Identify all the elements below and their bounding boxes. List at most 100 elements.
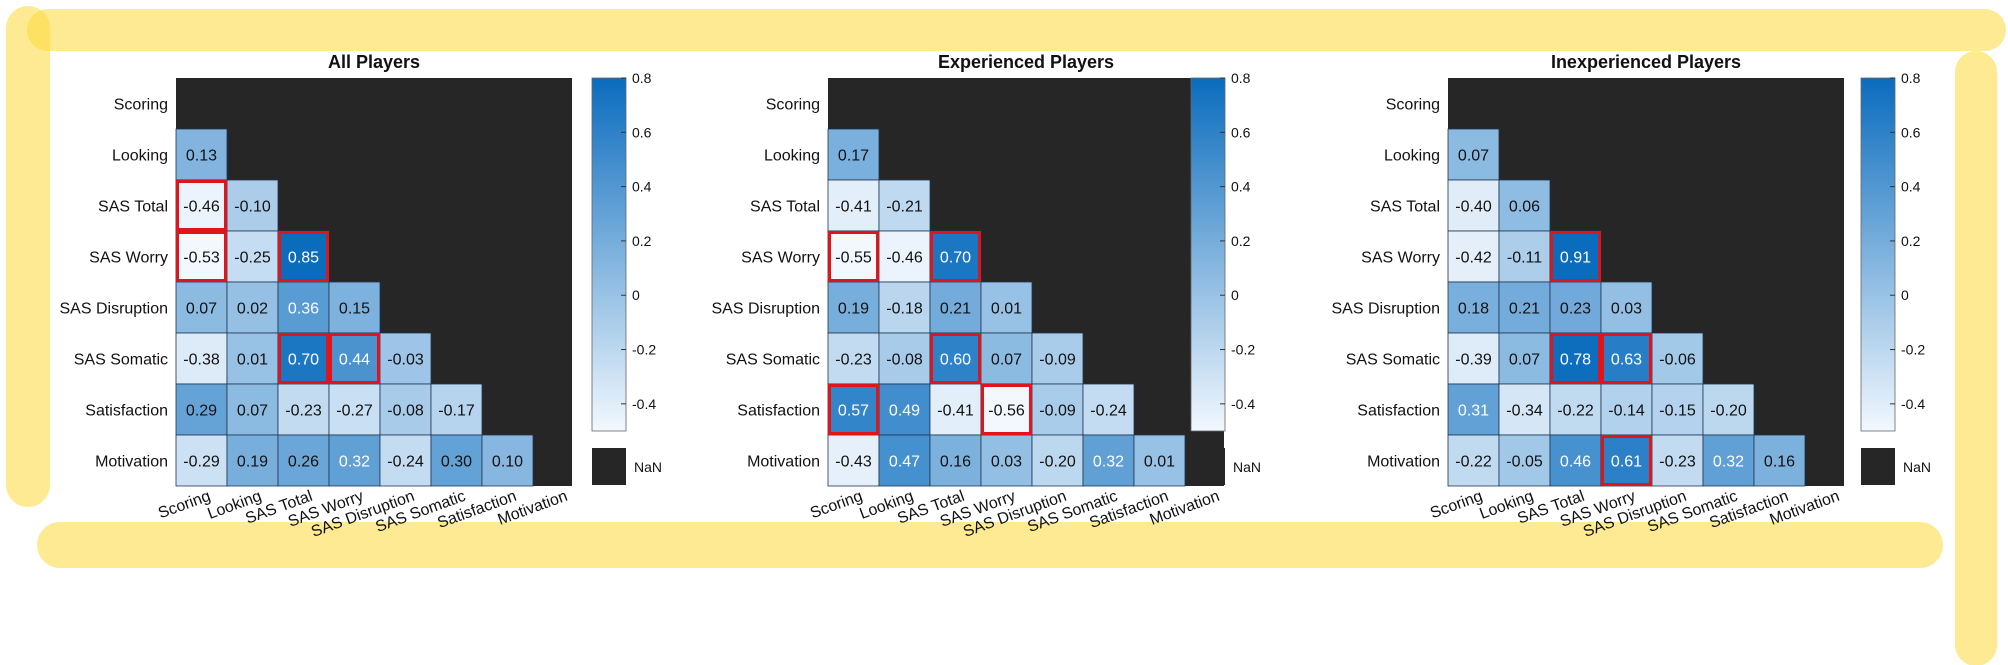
colorbar-tick-label: -0.2 [632, 342, 656, 358]
highlight-box [828, 231, 879, 282]
row-label: Satisfaction [85, 403, 168, 420]
cell-value: 0.01 [991, 301, 1022, 318]
row-label: Satisfaction [737, 403, 820, 420]
highlight-box [828, 384, 879, 435]
colorbar-tick-label: -0.4 [632, 396, 656, 412]
heatmap-cell [226, 383, 279, 436]
cell-value: 0.78 [1560, 352, 1591, 369]
heatmap-cell [1447, 434, 1500, 487]
cell-value: -0.41 [937, 403, 974, 420]
cell-value: 0.19 [838, 301, 869, 318]
cell-value: -0.08 [886, 352, 923, 369]
cell-value: 0.32 [339, 454, 370, 471]
colorbar-tick-label: 0.4 [1901, 179, 1921, 195]
colorbar-tick-label: 0.6 [1231, 124, 1251, 140]
heatmap-cell [878, 332, 931, 385]
cell-value: -0.06 [1659, 352, 1696, 369]
panel-title: Inexperienced Players [1551, 52, 1741, 72]
nan-label: NaN [634, 459, 662, 475]
colorbar-tick-label: -0.4 [1901, 396, 1925, 412]
cell-value: 0.10 [492, 454, 523, 471]
colorbar [1190, 77, 1226, 432]
panel-title: Experienced Players [938, 52, 1114, 72]
nan-label: NaN [1903, 459, 1931, 475]
cell-value: 0.32 [1093, 454, 1124, 471]
highlight-box [176, 231, 227, 282]
heatmap-cell [878, 179, 931, 232]
row-label: SAS Somatic [74, 352, 168, 369]
highlight-box [278, 231, 329, 282]
cell-value: 0.07 [991, 352, 1022, 369]
colorbar-tick-label: 0 [1901, 287, 1909, 303]
heatmap-cell [1651, 383, 1704, 436]
row-label: SAS Disruption [1332, 301, 1441, 318]
cell-value: -0.46 [183, 199, 220, 216]
row-label: SAS Total [98, 199, 168, 216]
heatmap-panels: All Players Scoring Looking SAS Total SAS Wo… [60, 52, 1932, 541]
cell-value: -0.29 [183, 454, 220, 471]
highlight-box [329, 333, 380, 384]
cell-value: 0.16 [940, 454, 971, 471]
heatmap-cell [1498, 281, 1551, 334]
colorbar-tick-label: -0.2 [1901, 342, 1925, 358]
panel-title: All Players [328, 52, 420, 72]
cell-value: -0.14 [1608, 403, 1645, 420]
cell-value: -0.24 [387, 454, 424, 471]
cell-value: -0.20 [1710, 403, 1747, 420]
heatmap-cell [1600, 281, 1653, 334]
colorbar-tick-label: 0.8 [1231, 70, 1251, 86]
cell-value: -0.34 [1506, 403, 1543, 420]
heatmap-cell [379, 332, 432, 385]
heatmap-cell [980, 281, 1033, 334]
heatmap-cell [328, 281, 381, 334]
cell-value: 0.03 [991, 454, 1022, 471]
heatmap-cell [1753, 434, 1806, 487]
heatmap-cell [175, 332, 228, 385]
cell-value: -0.46 [886, 250, 923, 267]
cell-value: -0.17 [438, 403, 475, 420]
heatmap-cell [226, 434, 279, 487]
heatmap-cell [929, 383, 982, 436]
cell-value: -0.09 [1039, 403, 1076, 420]
heatmap-cell [328, 332, 381, 385]
cell-value: 0.70 [288, 352, 319, 369]
heatmap-cell [328, 383, 381, 436]
row-label: SAS Worry [1361, 250, 1440, 267]
nan-swatch [592, 448, 626, 485]
heatmap-cell [277, 434, 330, 487]
cell-value: -0.41 [835, 199, 872, 216]
row-label: Scoring [1386, 97, 1440, 114]
cell-value: 0.85 [288, 250, 319, 267]
heatmap-cell [1082, 383, 1135, 436]
cell-value: 0.01 [237, 352, 268, 369]
highlight-box [278, 333, 329, 384]
highlight-box [930, 333, 981, 384]
row-label: SAS Somatic [726, 352, 820, 369]
heatmap-cell [1498, 434, 1551, 487]
row-label: SAS Somatic [1346, 352, 1440, 369]
cell-value: 0.29 [186, 403, 217, 420]
column-label: Scoring [1428, 488, 1485, 523]
cell-value: -0.23 [285, 403, 322, 420]
cell-value: 0.07 [1509, 352, 1540, 369]
highlight-box [1601, 333, 1652, 384]
heatmap-cell [175, 179, 228, 232]
heatmap-cell [430, 383, 483, 436]
heatmap-cell [1447, 128, 1500, 181]
cell-value: -0.53 [183, 250, 220, 267]
cell-value: 0.60 [940, 352, 971, 369]
cell-value: 0.44 [339, 352, 370, 369]
row-label: Motivation [747, 454, 820, 471]
row-label: SAS Disruption [60, 301, 169, 318]
cell-value: 0.57 [838, 403, 869, 420]
column-label: Scoring [808, 488, 865, 523]
heatmap-panel-3: Inexperienced Players Scoring Looking SAS T… [1332, 52, 1932, 541]
cell-value: 0.31 [1458, 403, 1489, 420]
heatmap-cell [1447, 230, 1500, 283]
colorbar-tick-label: 0 [1231, 287, 1239, 303]
highlight-box [1550, 333, 1601, 384]
cell-value: -0.15 [1659, 403, 1696, 420]
highlight-box [930, 231, 981, 282]
cell-value: 0.13 [186, 148, 217, 165]
